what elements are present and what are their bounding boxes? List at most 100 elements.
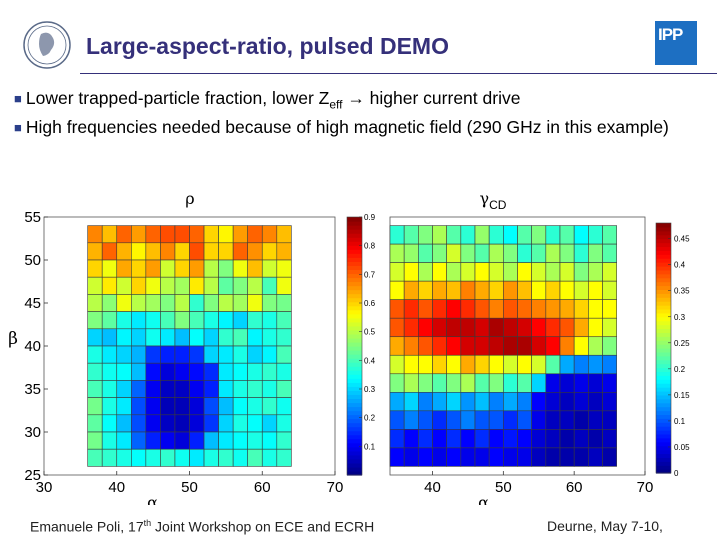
heatmap-cell [503, 262, 518, 282]
heatmap-cell [247, 242, 263, 261]
heatmap-cell [588, 354, 603, 375]
heatmap-cell [517, 392, 532, 412]
heatmap-cell [573, 225, 589, 245]
colorbar-segment [347, 297, 362, 303]
footer-author-text: Emanuele Poli, 17 [30, 518, 144, 535]
heatmap-cell [116, 328, 132, 347]
heatmap-cell [432, 280, 447, 300]
colorbar-segment [347, 285, 362, 291]
colorbar-segment [347, 257, 362, 262]
colorbar-segment [656, 351, 671, 357]
heatmap-cell [474, 225, 490, 245]
heatmap-cell [189, 397, 205, 416]
max-planck-logo [23, 21, 71, 69]
heatmap-cell [531, 317, 547, 338]
colorbar-tick-label: 0.1 [364, 442, 376, 451]
heatmap-cell [517, 410, 532, 430]
heatmap-cell [160, 397, 176, 416]
heatmap-cell [261, 259, 278, 278]
heatmap-cell [218, 380, 234, 398]
colorbar-segment [347, 422, 362, 428]
heatmap-cell [189, 448, 205, 467]
heatmap-cell [189, 380, 205, 398]
heatmap-cell [218, 397, 234, 416]
heatmap-cell [101, 397, 118, 416]
bullet-list: ■ Lower trapped-particle fraction, lower … [14, 87, 714, 140]
colorbar-tick-label: 0.2 [364, 414, 376, 423]
heatmap-cell [418, 299, 433, 319]
heatmap-cell [116, 259, 132, 278]
x-tick-label: 60 [254, 479, 271, 496]
heatmap-cell [474, 447, 490, 467]
heatmap-cell [131, 345, 147, 364]
heatmap-cell [276, 448, 292, 467]
heatmap-cell [517, 317, 532, 338]
y-axis-label: β [8, 329, 18, 349]
heatmap-cell [418, 410, 433, 430]
colorbar-segment [656, 308, 671, 314]
colorbar-tick-label: 0.6 [364, 299, 376, 308]
heatmap-cell [460, 280, 476, 300]
heatmap-cell [389, 336, 405, 356]
colorbar-tick-label: 0.8 [364, 242, 376, 251]
heatmap-cell [602, 429, 617, 449]
colorbar-segment [347, 277, 362, 283]
heatmap-cell [389, 429, 405, 449]
heatmap-cell [160, 328, 176, 347]
heatmap-cell [517, 280, 532, 300]
colorbar-segment [347, 442, 362, 448]
colorbar-segment [347, 366, 362, 371]
x-tick-label: 50 [181, 479, 198, 496]
heatmap-cell [602, 354, 617, 375]
colorbar-segment [347, 426, 362, 432]
heatmap-cell [218, 225, 234, 244]
heatmap-cell [517, 243, 532, 263]
heatmap-cell [531, 280, 547, 300]
heatmap-cell [432, 373, 447, 393]
heatmap-cell [446, 336, 462, 356]
heatmap-cell [446, 429, 462, 449]
heatmap-cell [588, 373, 603, 393]
heatmap-cell [116, 311, 132, 330]
footer-date: Deurne, May 7-10, [547, 518, 663, 534]
bullet-text: High frequencies needed because of high … [25, 116, 669, 137]
heatmap-cell [460, 354, 476, 375]
colorbar-segment [347, 386, 362, 391]
x-tick-label: 40 [424, 479, 441, 496]
heatmap-cell [174, 311, 190, 330]
colorbar-segment [656, 234, 671, 240]
colorbar-segment [347, 313, 362, 319]
heatmap-cell [588, 429, 603, 449]
heatmap-cell [218, 294, 234, 312]
heatmap-cell [503, 243, 518, 263]
heatmap-cell [232, 328, 248, 347]
heatmap-cell [545, 280, 561, 300]
heatmap-cell [232, 431, 248, 450]
bullet-subscript: eff [329, 97, 343, 112]
heatmap-cell [261, 380, 278, 398]
colorbar-segment [347, 333, 362, 339]
colorbar-segment [656, 465, 671, 470]
heatmap-cell [101, 431, 118, 450]
colorbar-segment [347, 378, 362, 383]
heatmap-figure: 30 40 50 60 70α25303540455055βρ0.10.20.30.40… [8, 189, 690, 505]
heatmap-cell [389, 225, 405, 245]
heatmap-cell [418, 354, 433, 375]
colorbar-segment [347, 446, 362, 452]
heatmap-cell [174, 448, 190, 467]
colorbar-tick-label: 0.1 [674, 417, 686, 426]
heatmap-cell [131, 242, 147, 261]
y-tick-label: 50 [24, 252, 41, 269]
heatmap-cell [573, 336, 589, 356]
heatmap-cell [87, 380, 103, 398]
heatmap-cell [247, 345, 263, 364]
heatmap-cell [545, 336, 561, 356]
heatmap-cell [573, 317, 589, 338]
colorbar-segment [656, 402, 671, 408]
heatmap-cell [247, 294, 263, 312]
heatmap-cell [174, 397, 190, 416]
slide-title: Large-aspect-ratio, pulsed DEMO [86, 33, 449, 59]
heatmap-cell [203, 380, 219, 398]
heatmap-cell [87, 225, 103, 244]
heatmap-cell [588, 336, 603, 356]
